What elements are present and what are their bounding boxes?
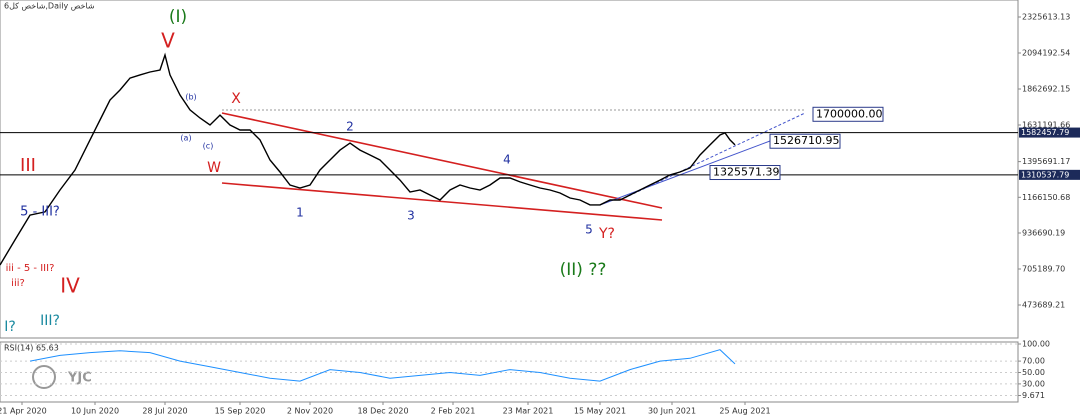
logo bbox=[32, 365, 56, 389]
watermark: YJC bbox=[32, 365, 92, 389]
wave-label: (II) ?? bbox=[560, 260, 607, 280]
wave-label: (I) bbox=[169, 7, 187, 27]
series-line bbox=[29, 349, 736, 382]
x-tick-label: 21 Apr 2020 bbox=[0, 407, 47, 416]
trend-line bbox=[221, 112, 663, 209]
x-tick-label: 15 May 2021 bbox=[574, 407, 626, 416]
h-line-label: 1310537.79 bbox=[1021, 170, 1069, 179]
x-tick-label: 25 Aug 2021 bbox=[719, 407, 770, 416]
wave-label: iii - 5 - III? bbox=[6, 263, 55, 274]
wave-label: 5 bbox=[585, 223, 593, 237]
price-box bbox=[1019, 127, 1080, 138]
trend-line bbox=[221, 182, 663, 221]
y-tick-label: 1631191.66 bbox=[1022, 120, 1070, 129]
target-box bbox=[709, 165, 781, 181]
target-box bbox=[769, 133, 841, 149]
wave-label: iii? bbox=[11, 278, 25, 289]
wave-label: (a) bbox=[180, 134, 191, 143]
wave-label: I? bbox=[4, 319, 16, 335]
x-tick-label: 23 Mar 2021 bbox=[503, 407, 554, 416]
price-frame bbox=[0, 0, 1019, 339]
x-tick-label: 2 Nov 2020 bbox=[287, 407, 333, 416]
y-tick-label: 2094192.54 bbox=[1022, 48, 1070, 57]
wave-label: (c) bbox=[203, 142, 214, 151]
x-tick-label: 30 Jun 2021 bbox=[648, 407, 696, 416]
rsi-frame bbox=[0, 341, 1019, 403]
logo-text: YJC bbox=[67, 371, 92, 386]
y-tick-label: 2325613.13 bbox=[1022, 12, 1070, 21]
y-tick-label: 1862692.15 bbox=[1022, 84, 1070, 93]
y-tick-label: 100.00 bbox=[1022, 340, 1050, 349]
wave-label: 5 - III? bbox=[20, 205, 60, 220]
h-line-label: 1582457.79 bbox=[1021, 128, 1069, 137]
y-tick-label: 473689.21 bbox=[1022, 300, 1065, 309]
projection bbox=[599, 140, 771, 206]
target-box bbox=[812, 106, 884, 122]
y-tick-label: 50.00 bbox=[1022, 368, 1045, 377]
y-tick-label: 9.671 bbox=[1022, 391, 1045, 400]
wave-label: 4 bbox=[503, 153, 511, 167]
wave-label: W bbox=[207, 160, 221, 176]
series-line bbox=[0, 52, 736, 266]
wave-label: (b) bbox=[185, 93, 196, 102]
wave-label: 3 bbox=[407, 209, 415, 223]
y-tick-label: 705189.70 bbox=[1022, 264, 1065, 273]
projection bbox=[619, 112, 806, 201]
wave-label: III bbox=[20, 155, 36, 176]
x-tick-label: 18 Dec 2020 bbox=[357, 407, 408, 416]
y-tick-label: 70.00 bbox=[1022, 357, 1045, 366]
price-box bbox=[1019, 169, 1080, 180]
wave-label: Y? bbox=[598, 226, 615, 242]
rsi-title: RSI(14) 65.63 bbox=[4, 344, 59, 353]
wave-label: 1 bbox=[296, 206, 304, 220]
wave-label: V bbox=[161, 29, 175, 53]
target-label: 1526710.95 bbox=[773, 134, 839, 147]
y-tick-label: 30.00 bbox=[1022, 379, 1045, 388]
x-tick-label: 2 Feb 2021 bbox=[431, 407, 476, 416]
wave-label: X bbox=[231, 91, 241, 107]
wave-label: 2 bbox=[346, 120, 354, 134]
wave-label: III? bbox=[40, 313, 60, 329]
x-tick-label: 10 Jun 2020 bbox=[71, 407, 119, 416]
y-tick-label: 936690.19 bbox=[1022, 228, 1065, 237]
y-tick-label: 1395691.17 bbox=[1022, 157, 1070, 166]
target-label: 1700000.00 bbox=[816, 107, 882, 120]
x-tick-label: 28 Jul 2020 bbox=[142, 407, 187, 416]
wave-label: IV bbox=[60, 274, 80, 298]
header: شاخص کل6,Daily شاخص bbox=[4, 2, 95, 11]
x-tick-label: 15 Sep 2020 bbox=[215, 407, 266, 416]
y-tick-label: 1166150.68 bbox=[1022, 193, 1070, 202]
target-label: 1325571.39 bbox=[713, 166, 779, 179]
